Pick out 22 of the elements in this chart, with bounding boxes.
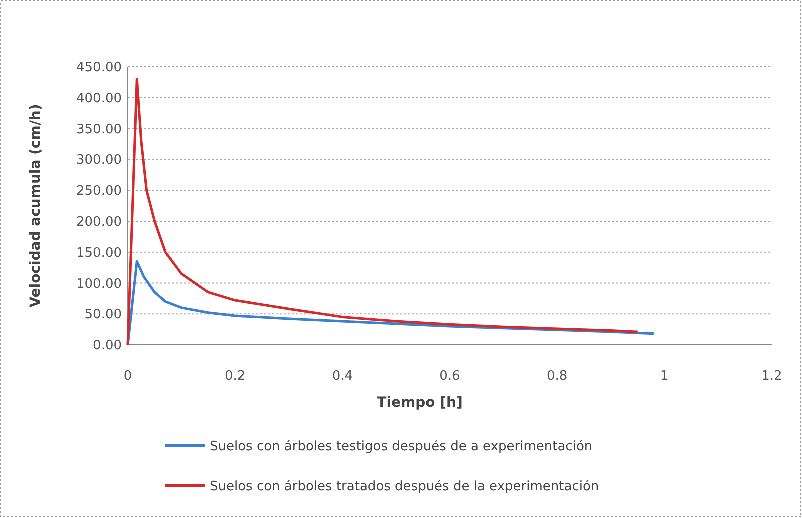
y-tick-label: 400.00	[76, 91, 122, 106]
legend-label: Suelos con árboles testigos después de a experimentación	[210, 440, 593, 455]
y-axis-title: Velocidad acumula (cm/h)	[28, 104, 44, 308]
x-tick-label: 0.2	[224, 369, 246, 384]
y-tick-label: 50.00	[84, 308, 122, 323]
x-tick-label: 1	[660, 369, 669, 384]
y-tick-label: 100.00	[76, 276, 122, 292]
y-tick-label: 250.00	[76, 184, 122, 200]
y-tick-label: 450.00	[76, 60, 122, 76]
x-tick-label: 1.2	[762, 369, 782, 384]
y-tick-label: 0.00	[93, 338, 122, 354]
line-series	[126, 78, 640, 346]
x-tick-label: 0	[124, 369, 132, 384]
x-tick-label: 0.6	[440, 369, 460, 384]
x-tick-label: 0.8	[546, 369, 568, 384]
x-tick-label: 0.4	[332, 369, 354, 384]
y-tick-label: 150.00	[76, 246, 122, 261]
x-axis-title: Tiempo [h]	[377, 395, 463, 411]
y-tick-label: 350.00	[76, 122, 122, 138]
y-tick-label: 200.00	[76, 214, 122, 230]
legend-label: Suelos con árboles tratados después de la experimentación	[210, 480, 600, 495]
y-tick-label: 300.00	[76, 153, 122, 168]
